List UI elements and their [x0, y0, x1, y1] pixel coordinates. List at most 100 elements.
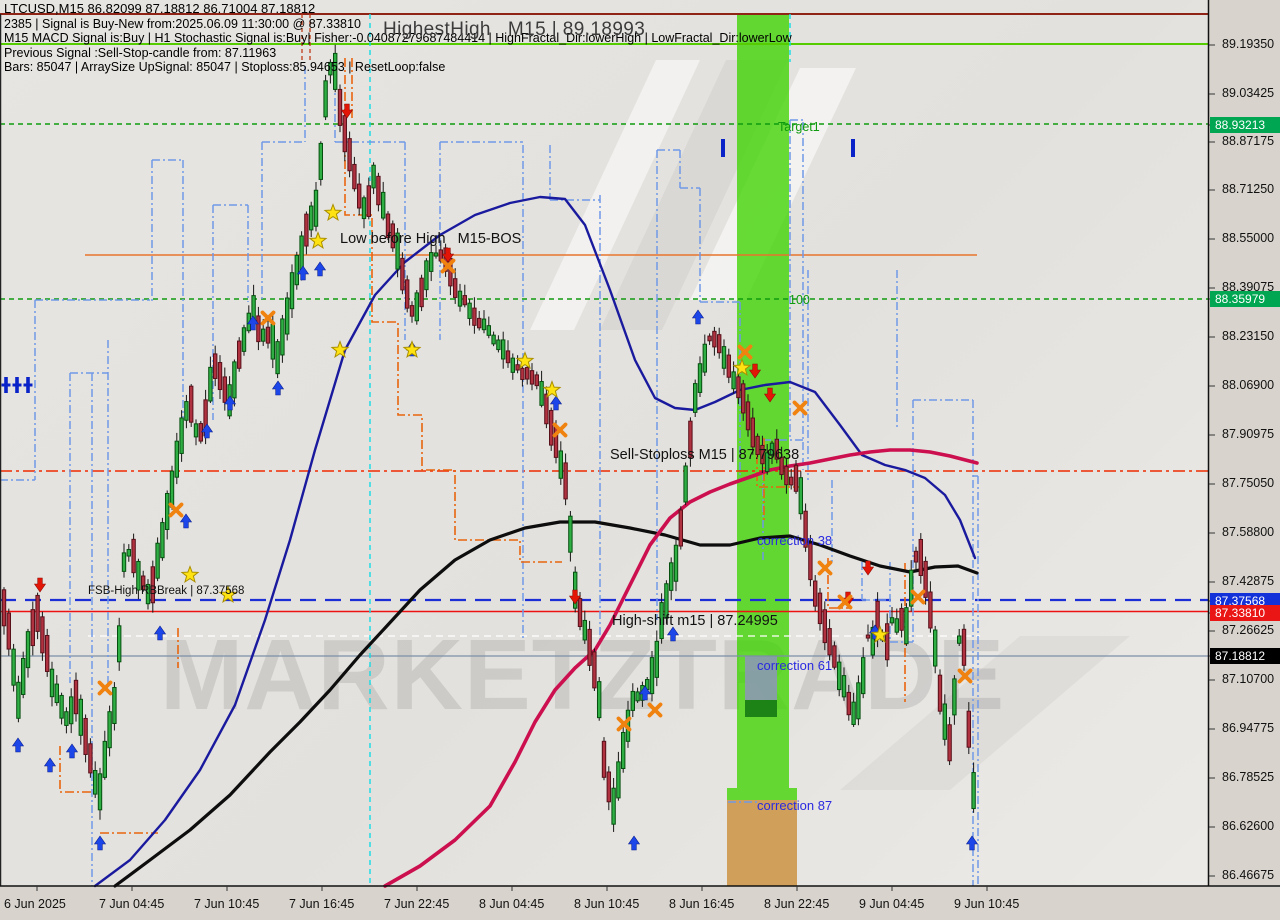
candle-up — [909, 569, 914, 607]
candle-down — [587, 628, 592, 666]
candle-down — [736, 376, 741, 399]
candle-up — [433, 252, 439, 257]
star-marker — [515, 351, 535, 370]
candle-up — [904, 607, 909, 645]
star-marker — [402, 340, 422, 359]
trailing-stop-line — [59, 746, 96, 793]
candle-down — [899, 607, 904, 631]
candle-up — [870, 626, 875, 656]
candle-down — [213, 353, 218, 379]
candle-up — [861, 657, 866, 695]
logo-box-gray — [745, 656, 777, 700]
candle-down — [304, 213, 309, 247]
candle-up — [145, 583, 151, 605]
candle-up — [486, 325, 492, 336]
candle-down — [717, 334, 722, 354]
candle-down — [198, 423, 204, 442]
candle-up — [11, 648, 16, 686]
price-tick-label: 86.46675 — [1222, 868, 1275, 882]
price-tick-label: 86.94775 — [1222, 721, 1275, 735]
candle-up — [481, 318, 487, 331]
candle-down — [88, 743, 93, 774]
star-marker — [323, 203, 343, 222]
price-level-badge-green: 88.93213 — [1210, 117, 1280, 133]
star-marker — [870, 625, 890, 644]
candle-up — [193, 423, 199, 438]
candle-up — [25, 631, 31, 669]
candle-up — [597, 681, 602, 719]
candle-up — [769, 442, 775, 456]
price-tick-label: 87.58800 — [1222, 525, 1275, 539]
candle-down — [453, 278, 458, 298]
candle-down — [40, 616, 45, 654]
candle-down — [131, 538, 136, 574]
time-axis[interactable] — [0, 886, 1280, 920]
candle-up — [117, 625, 122, 663]
price-tick-label: 86.78525 — [1222, 770, 1275, 784]
watermark-logo-shape — [840, 636, 1130, 790]
price-tick-label: 87.90975 — [1222, 427, 1275, 441]
candle-up — [851, 701, 856, 725]
up-arrow-marker — [313, 261, 327, 277]
price-tick-label: 89.19350 — [1222, 37, 1275, 51]
cross-marker — [792, 400, 808, 416]
candle-down — [366, 185, 372, 217]
up-arrow-marker — [638, 685, 652, 701]
candle-down — [357, 183, 362, 209]
candle-down — [760, 444, 765, 465]
bars-info-line: Bars: 85047 | ArraySize UpSignal: 85047 … — [4, 60, 446, 74]
candle-down — [1, 589, 7, 627]
cross-marker — [616, 716, 632, 732]
candle-up — [102, 740, 107, 778]
trailing-stop-line — [344, 58, 562, 563]
candle-up — [169, 470, 175, 508]
candle-up — [856, 682, 861, 720]
anno-fsb-high: FSB-High RBBreak | 87.37568 — [88, 585, 245, 597]
plus-marker — [23, 383, 33, 387]
star-marker — [330, 340, 350, 359]
candle-up — [582, 619, 587, 641]
ma-mid-black — [113, 520, 979, 888]
candle-up — [889, 617, 895, 624]
star-marker — [218, 585, 238, 604]
up-arrow-marker — [11, 737, 25, 753]
candle-up — [208, 366, 213, 402]
candle-up — [721, 346, 727, 369]
candle-up — [611, 787, 616, 825]
candle-down — [577, 598, 583, 627]
anno-fib-100: 100 — [789, 293, 810, 307]
star-marker — [180, 565, 200, 584]
candle-down — [525, 367, 530, 380]
candle-down — [390, 223, 396, 249]
candle-up — [467, 302, 472, 319]
candle-down — [342, 115, 348, 153]
candle-up — [731, 371, 736, 390]
candle-down — [822, 609, 827, 644]
candle-up — [673, 544, 679, 582]
anno-low-before-high: Low before High M15-BOS — [340, 231, 522, 247]
candle-up — [121, 552, 127, 572]
candle-down — [217, 362, 223, 391]
ibeam-marker — [851, 139, 855, 157]
candle-down — [817, 592, 823, 625]
candle-up — [16, 681, 21, 719]
down-arrow-marker — [340, 103, 354, 119]
price-axis[interactable] — [1209, 0, 1280, 886]
candle-down — [808, 543, 813, 581]
ma-fast-navy — [93, 195, 977, 888]
up-arrow-marker — [93, 835, 107, 851]
candle-down — [947, 724, 952, 762]
candle-up — [496, 339, 501, 351]
price-tick-label: 88.39075 — [1222, 280, 1275, 294]
retracement-band — [727, 800, 797, 886]
candle-up — [78, 698, 83, 736]
time-tick-label: 6 Jun 2025 — [4, 897, 66, 911]
down-arrow-marker — [568, 589, 582, 605]
anno-high-shift: High-shift m15 | 87.24995 — [612, 613, 778, 629]
previous-signal-line: Previous Signal :Sell-Stop-candle from: … — [4, 45, 277, 60]
cross-marker — [260, 310, 276, 326]
price-tick-label: 87.10700 — [1222, 672, 1275, 686]
candle-down — [265, 326, 271, 344]
candle-down — [141, 575, 146, 591]
